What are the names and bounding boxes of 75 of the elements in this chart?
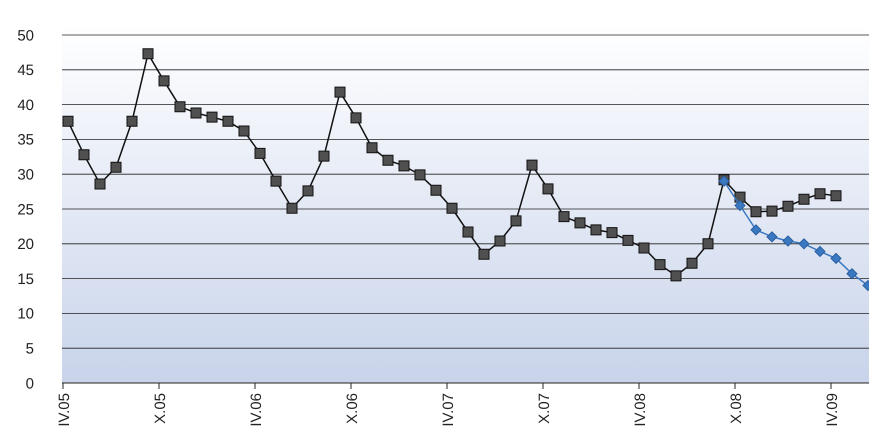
y-tick-label: 15 (17, 270, 34, 288)
y-tick-label: 0 (26, 375, 34, 392)
point (286, 202, 298, 214)
point (622, 234, 634, 246)
point (494, 236, 506, 247)
point (302, 185, 314, 196)
point (846, 268, 858, 280)
x-tick-label: IV.09 (824, 393, 841, 427)
point (430, 184, 442, 196)
x-tick-label: IV.06 (248, 393, 265, 427)
y-tick-label: 40 (17, 96, 34, 114)
y-tick-label: 20 (17, 236, 34, 254)
point (670, 270, 682, 282)
point (366, 142, 378, 154)
x-tick-label: X.05 (152, 393, 169, 424)
x-tick-label: X.07 (536, 393, 553, 424)
point (446, 202, 458, 214)
point (238, 126, 250, 137)
x-tick-label: IV.07 (440, 393, 457, 427)
point (558, 211, 570, 222)
point (222, 116, 234, 127)
x-tick-label: IV.08 (632, 393, 649, 427)
point (702, 238, 714, 250)
y-tick-label: 25 (17, 201, 34, 218)
point (750, 206, 762, 218)
point (110, 162, 122, 173)
point (94, 178, 106, 190)
point (734, 200, 746, 212)
point (750, 224, 762, 236)
point (126, 116, 138, 127)
y-tick-label: 35 (17, 132, 34, 149)
point (510, 215, 522, 226)
point (158, 75, 170, 86)
point (318, 150, 330, 162)
y-tick-label: 30 (17, 166, 34, 184)
point (766, 206, 778, 217)
x-tick-label: IV.05 (56, 393, 73, 427)
point (814, 188, 826, 200)
point (574, 217, 586, 228)
point (174, 101, 186, 112)
point (766, 231, 778, 242)
y-tick-label: 45 (17, 62, 34, 80)
point (638, 242, 650, 254)
y-tick-label: 10 (17, 306, 34, 323)
point (830, 190, 842, 202)
point (798, 194, 810, 205)
point (254, 148, 266, 159)
point (814, 246, 826, 257)
x-tick-label: X.08 (728, 393, 745, 424)
point (142, 48, 154, 60)
point (414, 169, 426, 180)
point (782, 236, 794, 247)
point (334, 86, 346, 98)
point (270, 176, 282, 187)
point (206, 112, 218, 123)
point (190, 107, 202, 118)
point (654, 259, 666, 270)
x-tick-label: X.06 (344, 393, 361, 424)
point (350, 112, 362, 124)
point (798, 238, 810, 250)
point (382, 154, 394, 166)
y-tick-label: 5 (26, 340, 34, 358)
point (686, 258, 698, 269)
point (78, 149, 90, 160)
point (782, 200, 794, 212)
point (590, 224, 602, 236)
point (462, 226, 474, 238)
point (62, 116, 74, 127)
y-tick-label: 50 (17, 27, 34, 44)
point (478, 248, 490, 260)
point (830, 252, 842, 264)
point (526, 160, 538, 171)
point (606, 227, 618, 238)
point (542, 183, 554, 194)
point (398, 160, 410, 172)
